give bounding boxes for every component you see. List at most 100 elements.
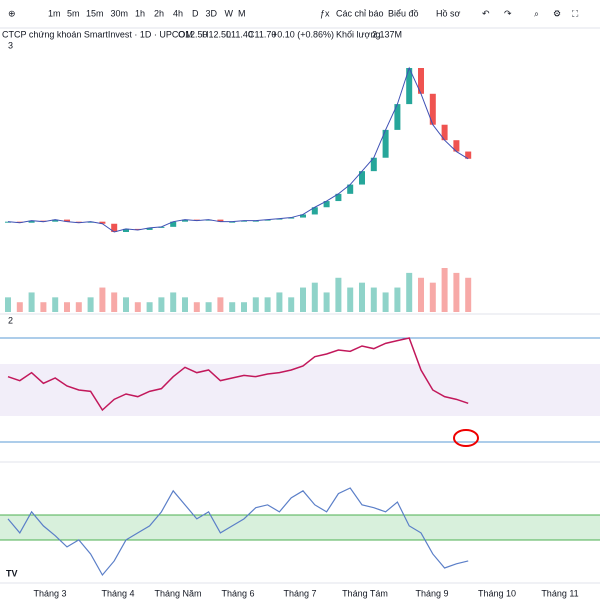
candle xyxy=(158,226,165,228)
volume-bar xyxy=(300,287,306,312)
profile-button[interactable]: Hồ sơ xyxy=(436,8,461,18)
candle xyxy=(382,129,389,158)
volume-bar xyxy=(347,287,354,312)
candle xyxy=(335,193,342,202)
candle xyxy=(300,214,306,218)
volume-bar xyxy=(429,282,436,312)
candle xyxy=(52,219,59,222)
volume-bar xyxy=(465,277,472,312)
volume-bar xyxy=(241,302,247,312)
candle xyxy=(241,220,247,222)
candle xyxy=(182,219,188,222)
volume-bar xyxy=(359,282,365,312)
interval-button[interactable]: 30m xyxy=(111,8,129,18)
chart-button[interactable]: Biểu đồ xyxy=(388,8,419,18)
candle xyxy=(441,124,448,141)
candle xyxy=(288,217,295,219)
volume-bar xyxy=(123,297,129,312)
volume-bar xyxy=(217,297,224,312)
candle xyxy=(193,219,200,221)
volume-bar xyxy=(5,297,11,312)
candle xyxy=(205,219,212,221)
interval-button[interactable]: D xyxy=(192,8,199,18)
price-line xyxy=(7,66,469,233)
volume-bar xyxy=(323,292,330,312)
x-tick-label: Tháng 9 xyxy=(415,588,448,598)
search[interactable]: ⌕ xyxy=(534,8,539,18)
candle xyxy=(87,221,94,223)
interval-button[interactable]: W xyxy=(225,8,234,18)
interval-button[interactable]: 2h xyxy=(154,8,164,18)
osc-band xyxy=(0,515,600,540)
candle xyxy=(429,93,436,125)
volume-bar xyxy=(229,302,236,312)
change: +0.10 (+0.86%) xyxy=(272,29,334,39)
volume-bar xyxy=(453,272,460,312)
candle xyxy=(406,68,413,105)
candle xyxy=(134,228,141,230)
candle xyxy=(418,68,424,94)
interval-button[interactable]: 1h xyxy=(135,8,145,18)
fullscreen[interactable]: ⛶ xyxy=(571,8,579,18)
volume-bar xyxy=(370,287,377,312)
volume-bar xyxy=(182,297,188,312)
indicator-icon[interactable]: ƒx xyxy=(320,8,330,18)
volume-bar xyxy=(276,292,283,312)
x-tick-label: Tháng 6 xyxy=(221,588,254,598)
candle xyxy=(40,220,47,222)
interval-button[interactable]: 4h xyxy=(173,8,183,18)
add-symbol[interactable]: ⊕ xyxy=(8,8,16,18)
low: L11.40 xyxy=(226,29,253,39)
volume-bar xyxy=(335,277,342,312)
candle xyxy=(264,219,271,221)
volume-bar xyxy=(406,272,413,312)
x-tick-label: Tháng 3 xyxy=(33,588,66,598)
redo[interactable]: ↷ xyxy=(504,8,512,18)
volume-bar xyxy=(64,302,70,312)
candle xyxy=(146,227,153,230)
volume-bar xyxy=(158,297,165,312)
interval-button[interactable]: 1m xyxy=(48,8,61,18)
candle xyxy=(347,184,354,194)
candle xyxy=(99,221,106,224)
pane-number: 2 xyxy=(8,315,13,325)
candle xyxy=(311,207,318,215)
volume-bar xyxy=(193,302,200,312)
x-tick-label: Tháng 4 xyxy=(101,588,134,598)
volume-bar xyxy=(134,302,141,312)
volume-bar xyxy=(418,277,424,312)
interval-button[interactable]: M xyxy=(238,8,246,18)
open: O12.50 xyxy=(178,29,208,39)
symbol: CTCP chứng khoán SmartInvest · 1D · UPCO… xyxy=(2,29,193,39)
interval-button[interactable]: 15m xyxy=(86,8,104,18)
indicators-button[interactable]: Các chỉ báo xyxy=(336,8,384,18)
settings[interactable]: ⚙ xyxy=(553,8,561,18)
volume-bar xyxy=(252,297,259,312)
logo[interactable]: TV xyxy=(6,568,18,578)
undo[interactable]: ↶ xyxy=(482,8,490,18)
candle xyxy=(170,221,177,227)
volume-bar xyxy=(146,302,153,312)
candle xyxy=(123,228,129,232)
candle xyxy=(111,223,118,232)
volume: 2.137M xyxy=(372,29,402,39)
pane-number: 3 xyxy=(8,40,13,50)
volume-bar xyxy=(99,287,106,312)
rsi-band xyxy=(0,364,600,416)
volume-bar xyxy=(111,292,118,312)
candle xyxy=(359,171,365,185)
x-tick-label: Tháng 7 xyxy=(283,588,316,598)
x-tick-label: Tháng 11 xyxy=(541,588,578,598)
volume-bar xyxy=(394,287,401,312)
volume-bar xyxy=(170,292,177,312)
interval-button[interactable]: 3D xyxy=(206,8,218,18)
candle xyxy=(16,221,23,223)
interval-button[interactable]: 5m xyxy=(67,8,80,18)
candle xyxy=(75,221,82,223)
rsi-line xyxy=(7,337,469,412)
volume-bar xyxy=(52,297,59,312)
volume-bar xyxy=(205,302,212,312)
high: H12.50 xyxy=(202,29,231,39)
annotation-circle xyxy=(453,429,479,447)
